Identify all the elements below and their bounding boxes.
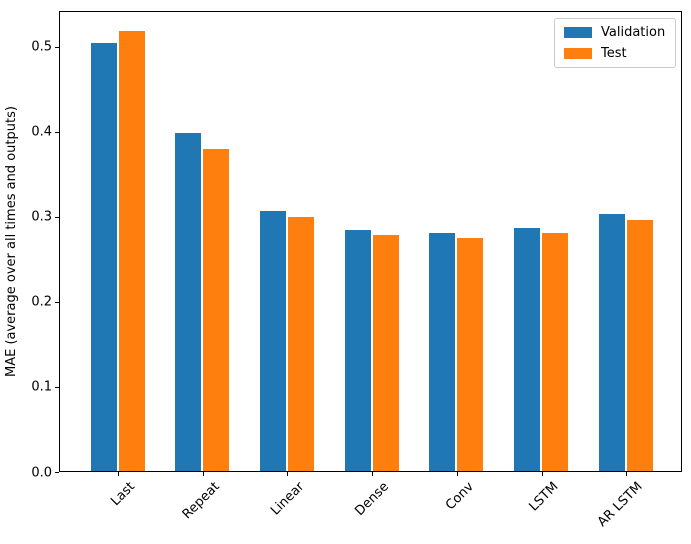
- y-tick-mark-0.3: [55, 217, 59, 218]
- x-tick-label-conv: Conv: [442, 479, 477, 514]
- y-tick-label-0.3: 0.3: [31, 209, 52, 225]
- legend-label-test: Test: [601, 46, 627, 61]
- y-tick-label-0.0: 0.0: [31, 465, 52, 480]
- bar-test-last: [118, 31, 145, 471]
- legend-item-validation: Validation: [564, 26, 666, 39]
- y-tick-mark-0.4: [55, 132, 59, 133]
- x-tick-mark-linear: [287, 472, 288, 476]
- x-tick-label-lstm: LSTM: [526, 479, 562, 515]
- y-tick-label-0.5: 0.5: [31, 39, 52, 55]
- x-tick-mark-last: [118, 472, 119, 476]
- legend-swatch-test-icon: [564, 48, 592, 59]
- bar-validation-last: [90, 43, 117, 471]
- x-tick-mark-repeat: [203, 472, 204, 476]
- y-tick-label-0.2: 0.2: [31, 294, 52, 310]
- x-tick-mark-lstm: [542, 472, 543, 476]
- bar-test-conv: [457, 238, 484, 471]
- y-axis-label: MAE (average over all times and outputs): [4, 106, 19, 377]
- bar-validation-dense: [344, 230, 371, 471]
- bar-test-repeat: [203, 149, 230, 471]
- bar-validation-repeat: [175, 133, 202, 471]
- bar-validation-linear: [259, 211, 286, 471]
- y-tick-label-0.1: 0.1: [31, 379, 52, 395]
- bar-test-dense: [372, 235, 399, 471]
- x-tick-label-linear: Linear: [268, 479, 308, 519]
- legend-item-test: Test: [564, 47, 666, 60]
- y-tick-mark-0.1: [55, 387, 59, 388]
- x-tick-label-repeat: Repeat: [179, 479, 223, 523]
- legend: Validation Test: [554, 18, 676, 68]
- bar-validation-conv: [429, 233, 456, 471]
- y-tick-label-0.4: 0.4: [31, 124, 52, 140]
- x-tick-label-last: Last: [108, 479, 138, 510]
- y-tick-mark-0.2: [55, 302, 59, 303]
- bar-validation-ar-lstm: [598, 214, 625, 471]
- y-tick-mark-0.0: [55, 472, 59, 473]
- bar-test-linear: [287, 217, 314, 471]
- x-tick-mark-dense: [372, 472, 373, 476]
- bar-test-lstm: [542, 233, 568, 471]
- x-tick-mark-conv: [457, 472, 458, 476]
- legend-label-validation: Validation: [601, 25, 666, 40]
- bar-test-ar-lstm: [626, 220, 653, 471]
- plot-area: [59, 11, 682, 472]
- x-tick-mark-ar-lstm: [626, 472, 627, 476]
- x-tick-label-ar-lstm: AR LSTM: [595, 479, 647, 531]
- x-tick-label-dense: Dense: [352, 479, 393, 519]
- legend-swatch-validation-icon: [564, 27, 592, 38]
- y-tick-mark-0.5: [55, 47, 59, 48]
- bar-validation-lstm: [514, 228, 540, 471]
